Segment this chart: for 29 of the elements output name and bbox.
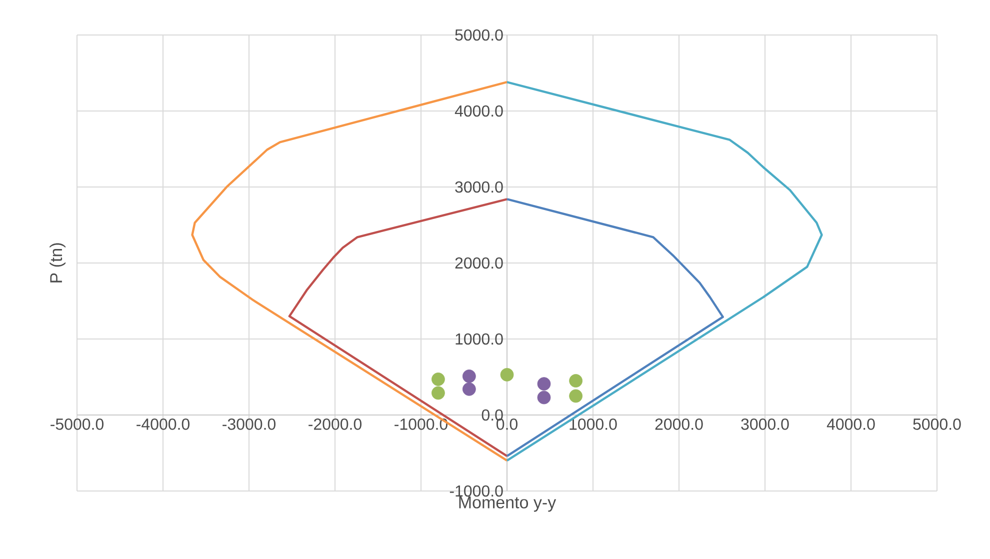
point [569, 389, 583, 403]
y-axis-title: P (tn) [50, 243, 66, 282]
x-tick-label: -4000.0 [136, 418, 190, 430]
y-tick-label: 2000.0 [455, 257, 503, 269]
x-axis-title: Momento y-y [459, 496, 556, 512]
point [432, 386, 445, 400]
point [569, 374, 583, 388]
y-tick-label: 3000.0 [455, 181, 503, 193]
x-tick-label: 3000.0 [741, 418, 789, 430]
y-tick-label: -1000.0 [450, 485, 503, 497]
x-tick-label: 2000.0 [655, 418, 703, 430]
point [500, 368, 514, 382]
point [462, 370, 476, 383]
point [432, 372, 445, 386]
x-tick-label: -2000.0 [308, 418, 362, 430]
point [537, 390, 551, 404]
x-tick-label: 0.0 [496, 418, 518, 430]
x-tick-label: 5000.0 [913, 418, 961, 430]
y-tick-label: 1000.0 [456, 333, 503, 345]
point [537, 377, 551, 391]
x-tick-label: 1000.0 [570, 418, 617, 430]
y-tick-label: 5000.0 [455, 29, 503, 41]
x-tick-label: -1000.0 [394, 418, 448, 430]
point [462, 382, 476, 396]
x-tick-label: 4000.0 [826, 418, 875, 430]
x-tick-label: -5000.0 [50, 418, 104, 430]
y-tick-label: 0.0 [482, 409, 503, 421]
x-tick-label: -3000.0 [222, 418, 276, 430]
y-tick-label: 4000.0 [454, 105, 503, 117]
